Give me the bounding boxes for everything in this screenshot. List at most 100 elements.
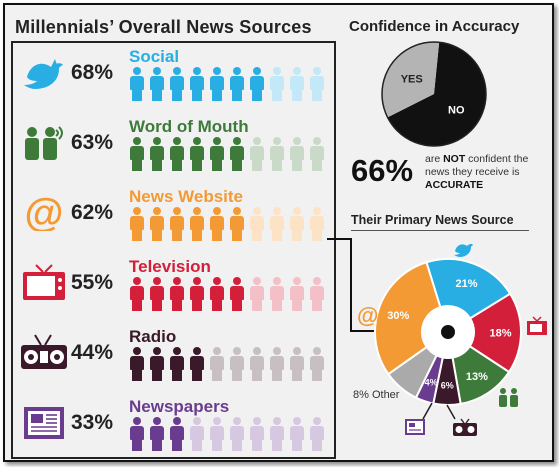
people-bar-news_website [129, 207, 334, 241]
person-filled [149, 207, 165, 241]
person-filled [209, 277, 225, 311]
confidence-caption-accurate: ACCURATE [425, 179, 484, 191]
person-filled [129, 277, 145, 311]
person-filled [209, 207, 225, 241]
source-row-news_website: @62% News Website [13, 183, 334, 243]
donut-hub [441, 325, 455, 339]
person-filled [209, 67, 225, 101]
donut-label: 18% [489, 328, 511, 340]
person-filled [149, 347, 165, 381]
source-percent: 62% [71, 201, 114, 224]
source-label: Television [129, 257, 211, 276]
overall-sources-title: Millennials’ Overall News Sources [15, 17, 312, 37]
television-icon [527, 316, 547, 335]
source-percent: 55% [71, 271, 114, 294]
person-empty [309, 207, 325, 241]
confidence-caption: are NOT confident the news they receive … [425, 153, 550, 192]
donut-label: 21% [455, 278, 477, 290]
confidence-slice-yes [382, 42, 440, 118]
person-filled [229, 67, 245, 101]
person-filled [149, 67, 165, 101]
source-row-social: 68% Social [13, 43, 334, 103]
source-percent: 63% [71, 131, 114, 154]
source-percent: 33% [71, 411, 114, 434]
donut-slice-news-website [374, 261, 442, 376]
confidence-title: Confidence in Accuracy [349, 18, 520, 35]
person-empty [269, 67, 285, 101]
source-label: Radio [129, 327, 177, 346]
svg-text:@: @ [357, 303, 378, 328]
confidence-big-percent: 66% [351, 153, 414, 188]
person-filled [129, 207, 145, 241]
person-filled [169, 137, 185, 171]
person-filled [129, 417, 145, 451]
person-filled [229, 277, 245, 311]
person-filled [129, 137, 145, 171]
person-empty [269, 417, 285, 451]
radio-icon [453, 418, 477, 436]
person-empty [229, 347, 245, 381]
person-empty [189, 417, 205, 451]
svg-text:@: @ [24, 193, 63, 231]
person-filled [189, 207, 205, 241]
overall-sources-panel: 68% Social 63% Word of Mouth @62% News Websit… [11, 41, 336, 459]
person-empty [249, 277, 265, 311]
source-label: Newspapers [129, 397, 230, 416]
person-empty [269, 347, 285, 381]
person-empty [209, 347, 225, 381]
primary-source-donut: 21% 18% 13% 6%4% 30% @ [357, 243, 547, 436]
confidence-no-label: NO [448, 104, 465, 116]
person-empty [209, 417, 225, 451]
person-filled [169, 67, 185, 101]
person-filled [169, 347, 185, 381]
person-empty [289, 137, 305, 171]
person-filled [169, 207, 185, 241]
donut-slice-television [468, 292, 522, 374]
donut-label: 4% [425, 378, 438, 388]
person-filled [189, 137, 205, 171]
television-icon [23, 264, 65, 300]
person-filled [209, 137, 225, 171]
person-empty [249, 417, 265, 451]
person-filled [129, 347, 145, 381]
people-bar-television [129, 277, 334, 311]
confidence-slice-no [387, 42, 486, 147]
person-filled [129, 67, 145, 101]
source-label: Word of Mouth [129, 117, 249, 136]
people-talking-icon [499, 388, 518, 407]
confidence-yes-label: YES [401, 74, 423, 86]
person-empty [249, 347, 265, 381]
person-filled [189, 277, 205, 311]
infographic-frame: Millennials’ Overall News Sources 68% Soc… [3, 3, 554, 462]
person-empty [289, 277, 305, 311]
person-empty [249, 207, 265, 241]
person-empty [309, 137, 325, 171]
newspaper-icon [405, 419, 425, 435]
person-filled [249, 67, 265, 101]
person-empty [309, 347, 325, 381]
source-percent: 68% [71, 61, 114, 84]
person-filled [229, 207, 245, 241]
people-bar-word_of_mouth [129, 137, 334, 171]
person-filled [229, 137, 245, 171]
person-empty [289, 347, 305, 381]
confidence-caption-part2: confident the news they receive is [425, 153, 529, 178]
donut-label: 30% [387, 310, 409, 322]
source-row-word_of_mouth: 63% Word of Mouth [13, 113, 334, 173]
person-empty [269, 207, 285, 241]
person-empty [249, 137, 265, 171]
person-filled [169, 417, 185, 451]
person-empty [309, 277, 325, 311]
at-sign-icon: @ [24, 193, 63, 231]
donut-label: 6% [441, 380, 454, 390]
person-filled [169, 277, 185, 311]
at-sign-icon: @ [357, 303, 378, 328]
person-empty [289, 417, 305, 451]
source-row-television: 55% Television [13, 253, 334, 313]
people-talking-icon [25, 126, 63, 160]
confidence-caption-not: NOT [443, 153, 466, 165]
people-bar-radio [129, 347, 334, 381]
person-empty [289, 67, 305, 101]
source-label: Social [129, 47, 180, 66]
radio-icon [21, 334, 67, 369]
